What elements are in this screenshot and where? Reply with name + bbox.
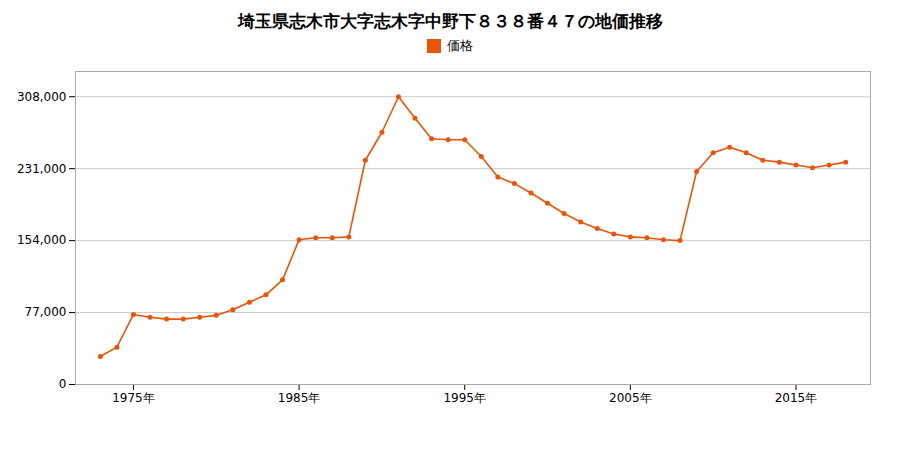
svg-text:0: 0 bbox=[59, 377, 67, 391]
svg-text:2005年: 2005年 bbox=[609, 391, 652, 405]
svg-text:1985年: 1985年 bbox=[278, 391, 321, 405]
html-text:埼玉県志木市大字志木字中野下８３８番４７の地価推移: 埼玉県志木市大字志木字中野下８３８番４７の地価推移 bbox=[237, 11, 663, 31]
html-text:価格: 価格 bbox=[447, 38, 473, 53]
svg-text:154,000: 154,000 bbox=[17, 233, 67, 247]
svg-text:2015年: 2015年 bbox=[775, 391, 818, 405]
svg-text:1975年: 1975年 bbox=[112, 391, 155, 405]
svg-text:77,000: 77,000 bbox=[25, 305, 67, 319]
svg-text:231,000: 231,000 bbox=[17, 162, 67, 176]
svg-text:1995年: 1995年 bbox=[443, 391, 486, 405]
svg-text:308,000: 308,000 bbox=[17, 90, 67, 104]
